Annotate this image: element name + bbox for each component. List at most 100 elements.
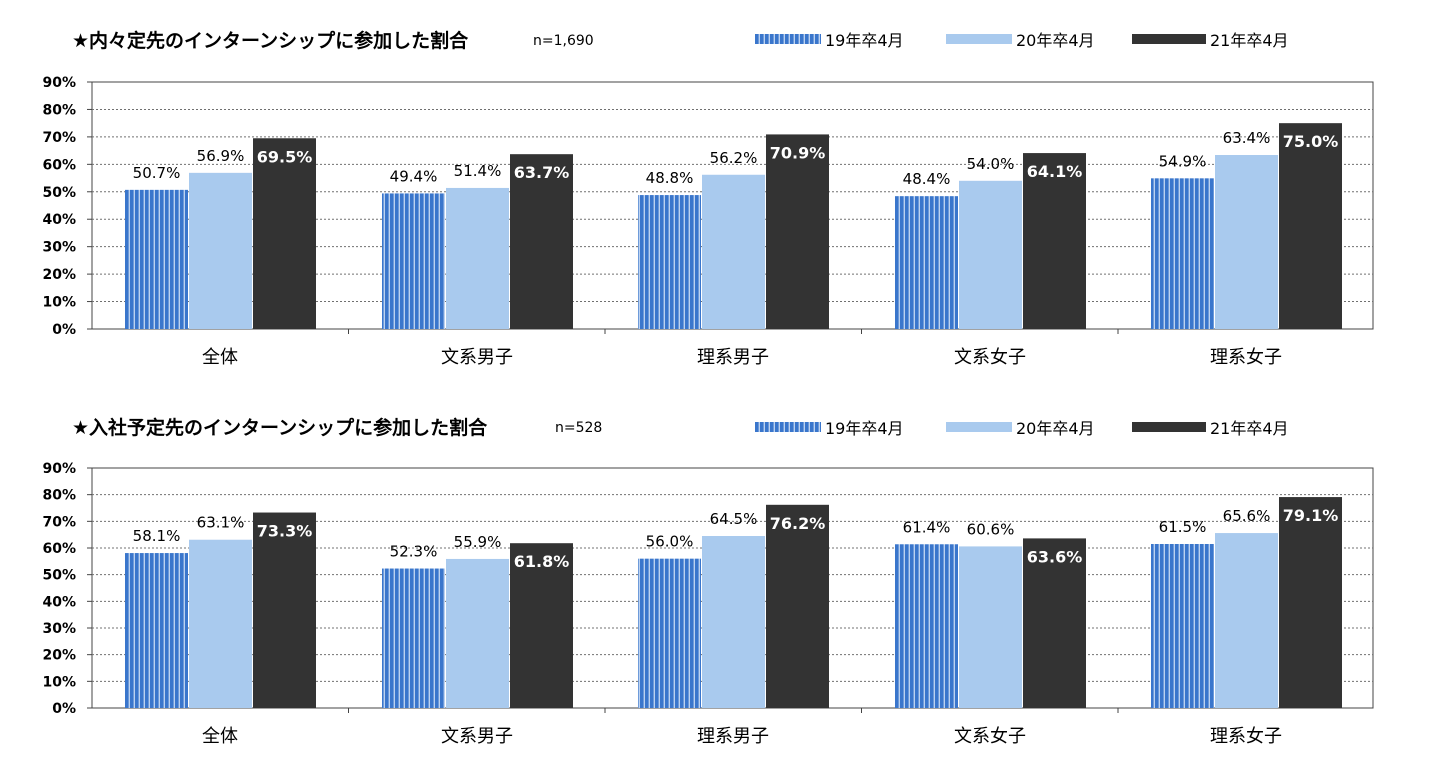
- bar-s3-3: [766, 134, 829, 329]
- chart-title: ★入社予定先のインターンシップに参加した割合: [72, 416, 488, 439]
- data-label-s3-3: 76.2%: [770, 514, 826, 533]
- data-label-s3-3: 70.9%: [770, 143, 826, 162]
- data-label-s2-4: 54.0%: [967, 155, 1015, 173]
- data-label-s1-3: 56.0%: [646, 533, 694, 551]
- category-label: 理系男子: [697, 347, 769, 368]
- data-label-s1-1: 50.7%: [133, 164, 181, 182]
- data-label-s3-4: 63.6%: [1027, 547, 1083, 566]
- legend-swatch-1: [755, 34, 821, 44]
- y-tick-label: 90%: [42, 75, 76, 91]
- y-tick-label: 30%: [42, 240, 76, 256]
- legend-swatch-1: [755, 422, 821, 432]
- legend-swatch-3: [1132, 422, 1206, 432]
- y-tick-label: 0%: [52, 701, 76, 717]
- y-tick-label: 80%: [42, 102, 76, 118]
- y-tick-label: 70%: [42, 130, 76, 146]
- data-label-s3-2: 61.8%: [514, 552, 570, 571]
- data-label-s2-3: 56.2%: [710, 149, 758, 167]
- bar-s2-3: [702, 174, 765, 329]
- bar-s1-2: [382, 193, 445, 329]
- bar-s3-3: [766, 504, 829, 708]
- legend-label-1: 19年卒4月: [825, 31, 904, 50]
- bar-s2-2: [446, 187, 509, 329]
- bar-s3-2: [510, 154, 573, 329]
- legend-label-2: 20年卒4月: [1016, 31, 1095, 50]
- category-label: 文系女子: [954, 347, 1026, 368]
- y-tick-label: 80%: [42, 488, 76, 504]
- data-label-s1-4: 48.4%: [903, 170, 951, 188]
- y-tick-label: 50%: [42, 568, 76, 584]
- category-label: 文系女子: [954, 726, 1026, 747]
- bar-s1-5: [1151, 178, 1214, 329]
- bar-s3-2: [510, 543, 573, 708]
- data-label-s3-4: 64.1%: [1027, 162, 1083, 181]
- y-tick-label: 40%: [42, 212, 76, 228]
- legend-label-3: 21年卒4月: [1210, 419, 1289, 438]
- bar-s2-5: [1215, 533, 1278, 708]
- data-label-s1-1: 58.1%: [133, 527, 181, 545]
- y-tick-label: 30%: [42, 621, 76, 637]
- bar-s3-1: [253, 138, 316, 329]
- data-label-s1-4: 61.4%: [903, 518, 951, 536]
- legend-swatch-2: [946, 422, 1012, 432]
- bar-s2-4: [959, 546, 1022, 708]
- bar-s2-1: [189, 172, 252, 329]
- y-tick-label: 60%: [42, 157, 76, 173]
- y-tick-label: 20%: [42, 648, 76, 664]
- chart-title: ★内々定先のインターンシップに参加した割合: [72, 29, 469, 52]
- y-tick-label: 70%: [42, 514, 76, 530]
- legend-swatch-3: [1132, 34, 1206, 44]
- data-label-s1-5: 54.9%: [1159, 152, 1207, 170]
- sample-size-label: n=528: [555, 420, 602, 436]
- bar-s2-4: [959, 180, 1022, 329]
- data-label-s3-5: 75.0%: [1283, 132, 1339, 151]
- bar-s2-5: [1215, 155, 1278, 329]
- chart-1: ★内々定先のインターンシップに参加した割合 n=1,690 19年卒4月 20年卒4月…: [42, 29, 1374, 368]
- sample-size-label: n=1,690: [533, 33, 594, 49]
- y-tick-label: 10%: [42, 295, 76, 311]
- category-label: 理系女子: [1210, 347, 1282, 368]
- legend-label-3: 21年卒4月: [1210, 31, 1289, 50]
- bar-s3-1: [253, 512, 316, 708]
- legend-swatch-2: [946, 34, 1012, 44]
- chart-2: ★入社予定先のインターンシップに参加した割合 n=528 19年卒4月 20年卒4月 2…: [42, 416, 1374, 747]
- bar-s1-4: [895, 196, 958, 329]
- category-label: 文系男子: [441, 726, 513, 747]
- bar-s1-3: [638, 558, 701, 708]
- category-label: 全体: [202, 347, 238, 368]
- data-label-s1-3: 48.8%: [646, 169, 694, 187]
- bar-s2-1: [189, 539, 252, 708]
- bar-s2-3: [702, 536, 765, 708]
- data-label-s2-4: 60.6%: [967, 520, 1015, 538]
- bar-s1-1: [125, 189, 188, 329]
- bar-s2-2: [446, 558, 509, 708]
- y-tick-label: 0%: [52, 322, 76, 338]
- data-label-s3-1: 73.3%: [257, 522, 313, 541]
- bar-s1-2: [382, 568, 445, 708]
- data-label-s1-2: 52.3%: [390, 543, 438, 561]
- category-label: 理系女子: [1210, 726, 1282, 747]
- bar-s3-5: [1279, 123, 1342, 330]
- bar-s1-4: [895, 544, 958, 708]
- data-label-s2-2: 55.9%: [454, 533, 502, 551]
- category-label: 理系男子: [697, 726, 769, 747]
- legend-label-1: 19年卒4月: [825, 419, 904, 438]
- category-label: 全体: [202, 726, 238, 747]
- category-label: 文系男子: [441, 347, 513, 368]
- data-label-s3-2: 63.7%: [514, 163, 570, 182]
- data-label-s2-5: 63.4%: [1223, 129, 1271, 147]
- data-label-s1-2: 49.4%: [390, 167, 438, 185]
- bar-s3-4: [1023, 153, 1086, 329]
- y-tick-label: 90%: [42, 461, 76, 477]
- legend-label-2: 20年卒4月: [1016, 419, 1095, 438]
- bar-s3-5: [1279, 497, 1342, 708]
- data-label-s2-3: 64.5%: [710, 510, 758, 528]
- y-tick-label: 20%: [42, 267, 76, 283]
- data-label-s2-5: 65.6%: [1223, 507, 1271, 525]
- data-label-s3-1: 69.5%: [257, 147, 313, 166]
- y-tick-label: 60%: [42, 541, 76, 557]
- bar-s3-4: [1023, 538, 1086, 708]
- bar-s1-1: [125, 553, 188, 708]
- y-tick-label: 50%: [42, 185, 76, 201]
